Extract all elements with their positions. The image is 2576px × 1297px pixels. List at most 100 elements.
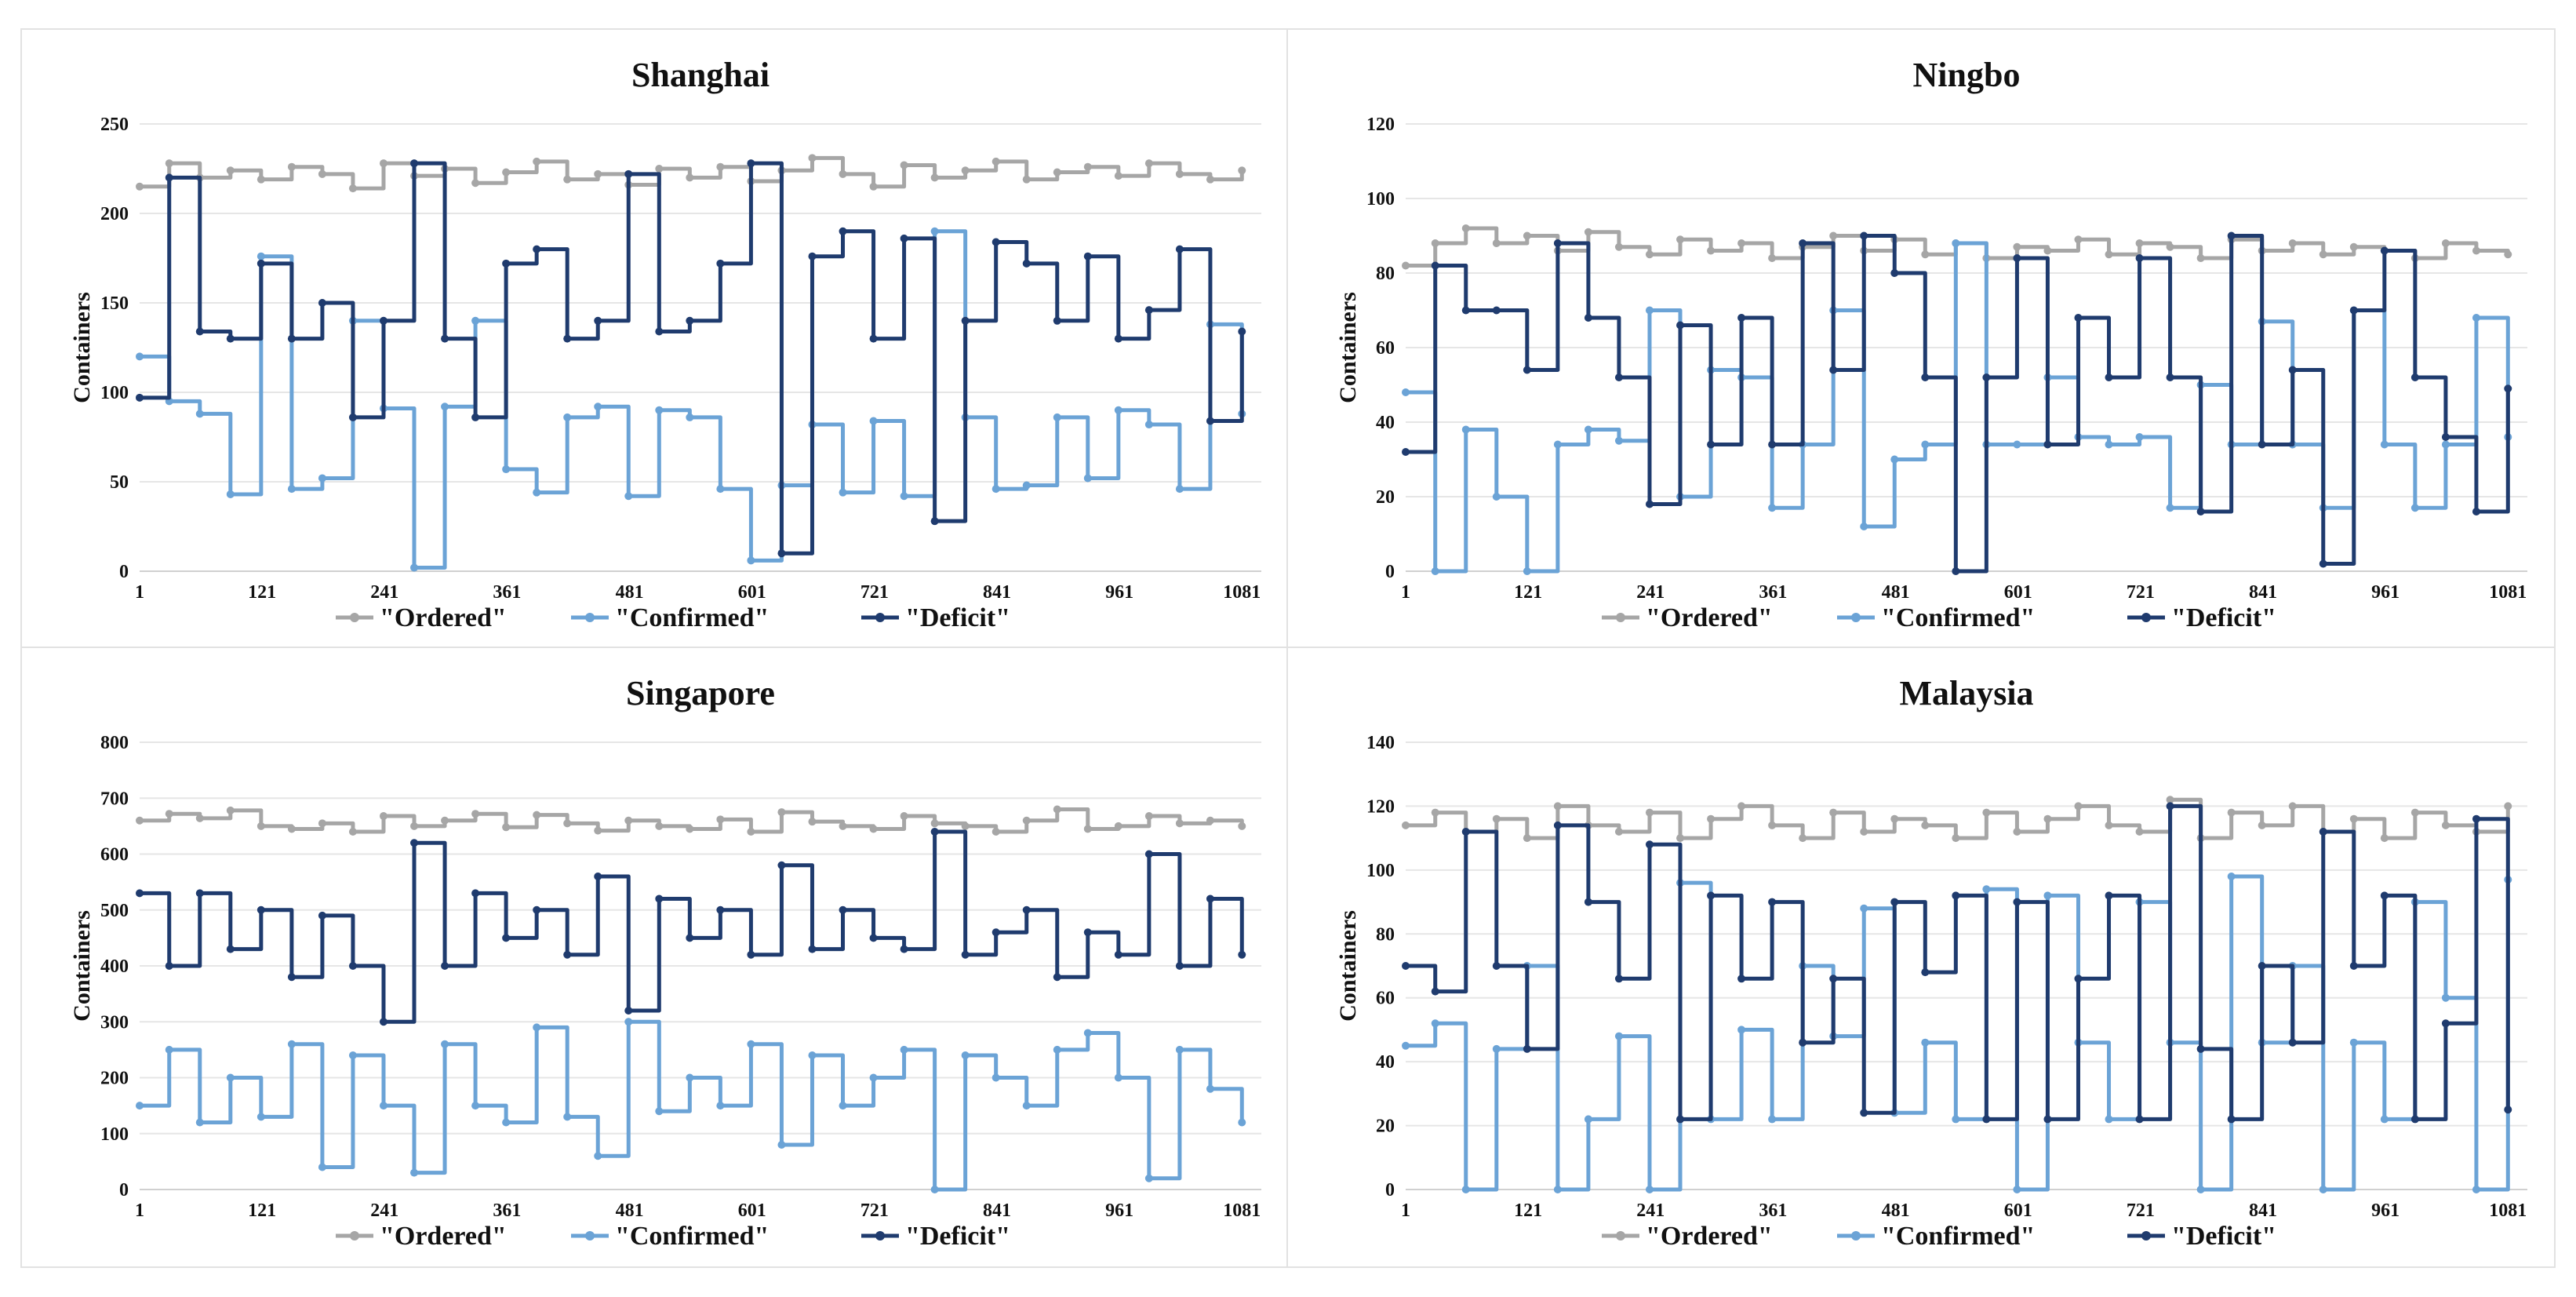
data-point-confirmed bbox=[533, 488, 541, 497]
y-tick-label: 100 bbox=[1366, 189, 1395, 209]
data-point-ordered bbox=[257, 822, 265, 830]
data-point-deficit bbox=[686, 934, 694, 942]
y-tick-label: 100 bbox=[100, 1124, 129, 1145]
chart-svg-1: Ningbo Containers 0 20 40 60 80 100 120 1 121 241 36… bbox=[1335, 56, 2527, 632]
data-point-confirmed bbox=[379, 1102, 387, 1110]
y-tick-label: 120 bbox=[1366, 796, 1395, 817]
chart-panel-ningbo: Ningbo Containers 0 20 40 60 80 100 120 1 121 241 36… bbox=[1288, 30, 2551, 647]
data-point-deficit bbox=[961, 950, 970, 959]
data-point-deficit bbox=[287, 973, 296, 982]
legend-marker-deficit bbox=[875, 1231, 885, 1241]
legend-marker-confirmed bbox=[585, 613, 595, 622]
data-point-confirmed bbox=[2013, 1186, 2021, 1193]
data-point-confirmed bbox=[563, 413, 572, 421]
x-tick-label: 121 bbox=[1514, 1200, 1542, 1221]
data-point-deficit bbox=[2227, 231, 2236, 240]
legend-marker-deficit bbox=[875, 613, 885, 622]
data-point-deficit bbox=[1860, 1109, 1868, 1117]
data-point-confirmed bbox=[2441, 993, 2450, 1002]
data-point-confirmed bbox=[1461, 425, 1470, 434]
data-point-confirmed bbox=[471, 1102, 480, 1110]
series-line-ordered bbox=[140, 155, 1244, 191]
data-point-deficit bbox=[1768, 898, 1777, 906]
x-tick-label: 1081 bbox=[2489, 582, 2527, 603]
data-point-ordered bbox=[1799, 834, 1807, 843]
data-point-deficit bbox=[1523, 1044, 1531, 1053]
data-point-ordered bbox=[165, 810, 173, 818]
data-point-ordered bbox=[2319, 250, 2327, 259]
legend-label-ordered: "Ordered" bbox=[1646, 603, 1773, 632]
data-point-deficit bbox=[410, 839, 419, 847]
data-point-confirmed bbox=[655, 406, 664, 414]
data-point-deficit bbox=[1982, 373, 1991, 381]
data-point-confirmed bbox=[1860, 523, 1868, 530]
x-tick-label: 601 bbox=[2004, 1200, 2032, 1221]
data-point-deficit bbox=[1144, 850, 1153, 858]
data-point-ordered bbox=[2441, 239, 2450, 247]
data-point-deficit bbox=[1614, 373, 1623, 381]
legend-marker-ordered bbox=[350, 613, 359, 622]
data-point-ordered bbox=[410, 822, 419, 830]
data-point-ordered bbox=[1083, 162, 1092, 171]
x-tick-label: 361 bbox=[1759, 1200, 1787, 1221]
data-point-confirmed bbox=[839, 488, 847, 497]
data-point-deficit bbox=[1431, 261, 1439, 270]
y-axis-label: Containers bbox=[1335, 292, 1361, 403]
x-tick-label: 481 bbox=[616, 1200, 644, 1221]
data-point-deficit bbox=[2472, 508, 2480, 516]
data-point-confirmed bbox=[1053, 413, 1061, 421]
data-point-deficit bbox=[869, 934, 878, 942]
x-tick-label: 601 bbox=[738, 1200, 766, 1221]
x-tick-label: 841 bbox=[983, 1200, 1011, 1221]
x-tick-label: 361 bbox=[1759, 582, 1787, 603]
legend-marker-ordered bbox=[1616, 1231, 1625, 1241]
chart-panel-singapore: Singapore Containers 0 100 200 300 400 500 600 70… bbox=[22, 648, 1285, 1265]
data-point-confirmed bbox=[1890, 455, 1899, 464]
data-point-deficit bbox=[1402, 448, 1410, 456]
data-point-confirmed bbox=[1921, 1038, 1930, 1047]
data-point-deficit bbox=[2380, 246, 2389, 255]
data-point-deficit bbox=[2043, 1115, 2052, 1124]
data-point-confirmed bbox=[502, 465, 511, 474]
data-point-ordered bbox=[502, 823, 511, 832]
data-point-confirmed bbox=[2410, 504, 2419, 512]
data-point-deficit bbox=[1952, 567, 1960, 575]
x-tick-label: 1 bbox=[1401, 582, 1410, 603]
data-point-deficit bbox=[1921, 373, 1930, 381]
data-point-confirmed bbox=[991, 485, 1000, 494]
data-point-deficit bbox=[1114, 950, 1122, 959]
data-point-ordered bbox=[1523, 231, 1531, 240]
data-point-ordered bbox=[1144, 812, 1153, 821]
data-point-deficit bbox=[1768, 440, 1777, 449]
y-tick-label: 0 bbox=[119, 562, 129, 582]
y-tick-label: 40 bbox=[1376, 1052, 1395, 1073]
data-point-ordered bbox=[287, 825, 296, 833]
data-point-deficit bbox=[2074, 314, 2083, 322]
data-point-confirmed bbox=[2441, 440, 2450, 449]
x-tick-label: 1081 bbox=[2489, 1200, 2527, 1221]
data-point-ordered bbox=[1829, 231, 1838, 240]
data-point-ordered bbox=[1523, 834, 1531, 843]
data-point-deficit bbox=[1952, 891, 1960, 900]
data-point-confirmed bbox=[257, 252, 265, 260]
horizontal-divider bbox=[22, 647, 2554, 648]
data-point-ordered bbox=[1022, 816, 1031, 825]
y-tick-label: 20 bbox=[1376, 487, 1395, 508]
data-point-confirmed bbox=[195, 410, 204, 418]
y-tick-label: 0 bbox=[1385, 1180, 1395, 1200]
data-point-ordered bbox=[716, 162, 725, 171]
data-point-confirmed bbox=[1022, 481, 1031, 490]
data-point-deficit bbox=[563, 950, 572, 959]
x-tick-label: 121 bbox=[248, 1200, 276, 1221]
data-point-deficit bbox=[2135, 1115, 2144, 1124]
legend-marker-confirmed bbox=[585, 1231, 595, 1241]
data-point-ordered bbox=[136, 816, 144, 825]
data-point-ordered bbox=[930, 819, 939, 828]
data-point-confirmed bbox=[716, 1102, 725, 1110]
data-point-ordered bbox=[1114, 172, 1122, 180]
data-point-confirmed bbox=[1492, 1044, 1501, 1053]
data-point-confirmed bbox=[930, 227, 939, 235]
data-point-ordered bbox=[1175, 819, 1184, 828]
data-point-deficit bbox=[1461, 306, 1470, 315]
data-point-ordered bbox=[1707, 814, 1716, 823]
